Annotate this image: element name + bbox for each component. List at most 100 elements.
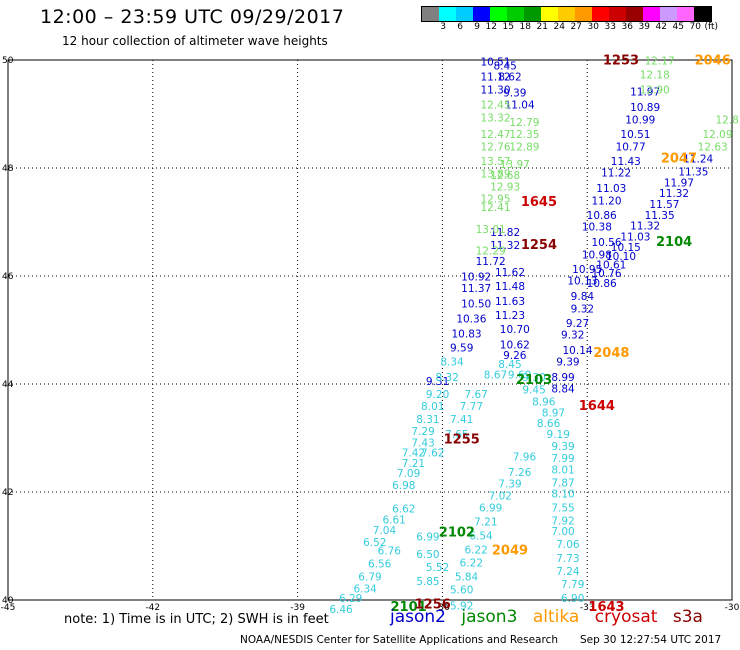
wave-height-label: 10.86 <box>587 210 617 222</box>
wave-height-label: 10.51 <box>480 56 510 68</box>
wave-height-label: 10.36 <box>456 313 486 325</box>
lon-tick-label: -45 <box>1 603 16 613</box>
color-swatch <box>677 7 694 21</box>
pass-time-label: 1253 <box>603 53 639 68</box>
wave-height-label: 6.61 <box>382 514 405 526</box>
wave-height-label: 6.98 <box>392 480 415 492</box>
color-scale-label: 12 <box>485 22 497 32</box>
wave-height-label: 10.51 <box>620 129 650 141</box>
wave-height-label: 9.32 <box>561 330 584 342</box>
color-swatch <box>524 7 541 21</box>
pass-time-label: 1254 <box>521 238 557 253</box>
wave-height-label: 13.32 <box>480 113 510 125</box>
wave-height-label: 8.66 <box>537 418 561 430</box>
wave-height-label: 6.56 <box>368 559 392 571</box>
color-swatch <box>490 7 507 21</box>
pass-time-label: 2046 <box>695 53 731 68</box>
wave-height-label: 8.99 <box>551 372 574 384</box>
wave-height-label: 8.84 <box>551 384 575 396</box>
wave-height-label: 10.89 <box>630 102 660 114</box>
wave-height-label: 7.42 <box>402 447 425 459</box>
wave-height-label: 8.45 <box>498 359 521 371</box>
wave-height-label: 12.17 <box>645 55 675 67</box>
wave-height-label: 7.06 <box>556 539 580 551</box>
wave-height-label: 10.92 <box>461 271 491 283</box>
color-scale-label: 18 <box>519 22 531 32</box>
wave-height-label: 7.65 <box>445 429 468 441</box>
wave-height-label: 12.35 <box>509 129 539 141</box>
color-scale-label: 6 <box>457 22 463 32</box>
wave-height-label: 9.59 <box>450 343 473 355</box>
wave-height-label: 9.84 <box>571 291 595 303</box>
wave-height-label: 7.21 <box>402 458 425 470</box>
wave-height-label: 12.18 <box>640 69 670 81</box>
wave-height-label: 11.37 <box>461 283 491 295</box>
wave-height-label: 11.35 <box>645 210 675 222</box>
wave-height-label: 10.50 <box>461 298 491 310</box>
lat-tick-label: 48 <box>2 164 14 174</box>
wave-height-label: 11.35 <box>678 167 708 179</box>
wave-height-label: 7.00 <box>551 526 574 538</box>
color-swatch <box>592 7 609 21</box>
pass-time-label: 1645 <box>521 195 557 210</box>
wave-height-label: 11.82 <box>490 227 520 239</box>
wave-height-label: 12.93 <box>490 182 520 194</box>
wave-height-label: 8.32 <box>436 372 459 384</box>
wave-height-label: 10.98 <box>582 250 612 262</box>
wave-height-label: 10.76 <box>591 268 621 280</box>
wave-height-label: 13.89 <box>480 169 510 181</box>
pass-time-label: 2048 <box>593 346 629 361</box>
wave-height-label: 9.26 <box>503 350 527 362</box>
wave-height-label: 6.99 <box>479 502 502 514</box>
wave-height-label: 7.67 <box>464 389 487 401</box>
pass-time-label: 2047 <box>661 152 697 167</box>
color-scale-label: 36 <box>621 22 633 32</box>
color-scale-label: 21 <box>536 22 548 32</box>
wave-height-label: 9.45 <box>522 385 545 397</box>
color-scale-label: 15 <box>502 22 514 32</box>
credit-line: NOAA/NESDIS Center for Satellite Applica… <box>240 634 558 646</box>
wave-height-label: 12.47 <box>480 129 510 141</box>
wave-height-label: 8.31 <box>416 414 439 426</box>
wave-height-label: 11.03 <box>596 183 626 195</box>
wave-height-label: 6.46 <box>329 604 353 616</box>
lat-tick-label: 50 <box>2 56 14 66</box>
legend-jason2: jason2 <box>390 607 446 627</box>
wave-height-label: 7.26 <box>508 467 532 479</box>
wave-height-label: 12.90 <box>640 84 670 96</box>
wave-height-label: 6.22 <box>460 558 483 570</box>
wave-height-label: 10.62 <box>500 339 530 351</box>
wave-height-label: 10.61 <box>596 259 626 271</box>
wave-height-label: 12.95 <box>480 194 510 206</box>
wave-height-label: 10.86 <box>587 278 617 290</box>
color-swatch <box>541 7 558 21</box>
pass-time-label: 2103 <box>516 373 552 388</box>
wave-height-label: 10.38 <box>582 222 612 234</box>
wave-height-label: 9.39 <box>551 441 574 453</box>
legend-altika: altika <box>532 607 580 627</box>
wave-height-label: 11.03 <box>620 231 650 243</box>
color-swatch <box>507 7 524 21</box>
wave-height-label: 9.30 <box>522 372 545 384</box>
wave-height-label: 11.43 <box>611 156 641 168</box>
wave-height-label: 10.95 <box>572 264 602 276</box>
wave-height-label: 11.12 <box>480 72 510 84</box>
wave-height-label: 8.01 <box>421 401 444 413</box>
wave-height-label: 8.45 <box>493 61 516 73</box>
wave-height-label: 11.32 <box>490 240 520 252</box>
wave-height-label: 6.76 <box>378 546 402 558</box>
wave-height-label: 11.72 <box>476 256 506 268</box>
wave-height-label: 5.52 <box>426 562 449 574</box>
wave-height-label: 7.79 <box>561 579 584 591</box>
wave-height-label: 7.99 <box>551 453 574 465</box>
wave-height-label: 7.41 <box>450 414 473 426</box>
legend-jason3: jason3 <box>461 607 518 627</box>
wave-height-label: 7.55 <box>551 502 574 514</box>
satellite-legend: jason2 jason3 altika cryosat s3a <box>390 607 713 627</box>
wave-height-label: 7.62 <box>421 447 444 459</box>
color-scale-label: 33 <box>604 22 616 32</box>
footer-note: note: 1) Time is in UTC; 2) SWH is in fe… <box>64 612 329 627</box>
timestamp: Sep 30 12:27:54 UTC 2017 <box>580 634 722 646</box>
wave-height-label: 9.27 <box>566 318 589 330</box>
